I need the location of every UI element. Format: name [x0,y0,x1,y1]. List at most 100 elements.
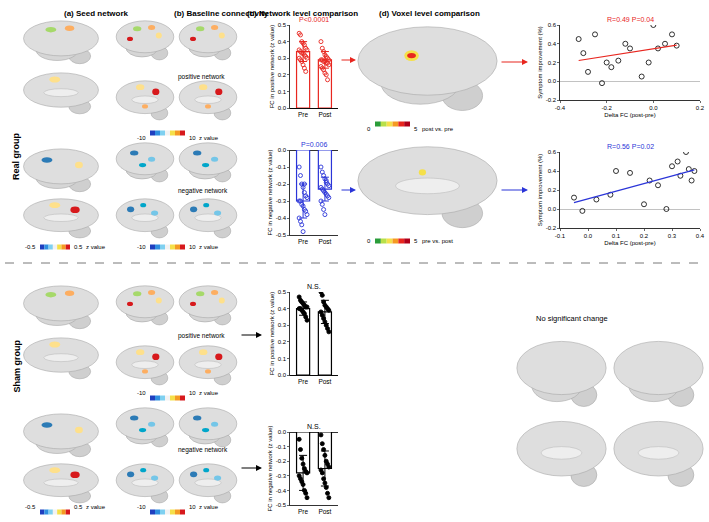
svg-text:(c) Network level comparison: (c) Network level comparison [247,9,358,18]
svg-text:0.5: 0.5 [74,504,83,510]
svg-text:0.0: 0.0 [278,429,287,435]
svg-text:z value: z value [199,390,219,396]
svg-text:0.4: 0.4 [696,233,705,239]
svg-text:-0.3: -0.3 [276,198,287,204]
svg-text:Sham group: Sham group [12,339,22,392]
svg-text:-0.4: -0.4 [276,215,287,221]
svg-text:0.4: 0.4 [548,168,557,174]
svg-text:0.1: 0.1 [278,356,287,362]
svg-text:R=0.56 P=0.02: R=0.56 P=0.02 [607,143,654,150]
svg-text:0.2: 0.2 [548,187,557,193]
svg-text:0.6: 0.6 [548,22,557,28]
svg-text:-0.5: -0.5 [276,232,287,238]
svg-text:0.4: 0.4 [548,41,557,47]
svg-text:-0.2: -0.2 [276,181,287,187]
svg-text:5: 5 [414,126,418,132]
svg-text:z value: z value [199,135,219,141]
svg-text:post vs. pre: post vs. pre [422,126,454,132]
svg-text:-0.1: -0.1 [276,444,287,450]
svg-text:negative network: negative network [178,187,228,195]
svg-text:0.1: 0.1 [278,89,287,95]
svg-text:0.0: 0.0 [584,233,593,239]
svg-text:Post: Post [318,111,331,118]
svg-text:0.1: 0.1 [612,233,621,239]
svg-text:0.6: 0.6 [548,149,557,155]
svg-text:0.0: 0.0 [548,206,557,212]
svg-text:0.3: 0.3 [278,322,287,328]
svg-text:10: 10 [189,135,196,141]
svg-text:z value: z value [199,244,219,250]
svg-text:0.5: 0.5 [278,289,287,295]
svg-text:0.0: 0.0 [278,147,287,153]
svg-text:0.0: 0.0 [548,78,557,84]
svg-text:0.5: 0.5 [278,22,287,28]
svg-text:0.2: 0.2 [548,60,557,66]
svg-text:FC in positive network (z valu: FC in positive network (z value) [269,25,275,109]
svg-text:FC in negative network (z valu: FC in negative network (z value) [267,425,273,511]
svg-text:0.4: 0.4 [278,39,287,45]
svg-text:pre vs. post: pre vs. post [422,238,453,244]
svg-text:-0.5: -0.5 [25,244,36,250]
svg-text:0.0: 0.0 [649,105,658,111]
svg-text:0.0: 0.0 [278,105,287,111]
svg-text:0.4: 0.4 [278,306,287,312]
svg-text:(b) Baseline connectivity: (b) Baseline connectivity [174,9,269,18]
svg-text:R=0.49 P=0.04: R=0.49 P=0.04 [607,16,654,23]
svg-text:Delta FC (post-pre): Delta FC (post-pre) [604,240,655,246]
svg-text:0: 0 [367,126,371,132]
svg-text:10: 10 [189,390,196,396]
svg-text:0.5: 0.5 [74,244,83,250]
svg-text:0.3: 0.3 [278,55,287,61]
svg-text:FC in positive network (z valu: FC in positive network (z value) [269,292,275,376]
svg-text:Post: Post [318,378,331,385]
svg-text:Pre: Pre [298,111,309,118]
svg-text:positive network: positive network [178,332,225,340]
svg-text:(d) Voxel level comparison: (d) Voxel level comparison [379,9,480,18]
svg-text:Pre: Pre [298,378,309,385]
svg-text:Post: Post [318,238,331,245]
svg-text:-0.2: -0.2 [276,458,287,464]
svg-text:No significant change: No significant change [536,314,608,323]
svg-text:Symptom improvement (%): Symptom improvement (%) [537,26,543,99]
svg-text:z value: z value [199,504,219,510]
svg-text:negative network: negative network [178,446,228,454]
svg-text:P=0.006: P=0.006 [301,141,327,148]
svg-text:0.2: 0.2 [640,233,649,239]
svg-text:-0.2: -0.2 [546,97,557,103]
svg-text:-0.1: -0.1 [555,233,566,239]
svg-text:(a) Seed network: (a) Seed network [64,9,129,18]
svg-text:FC in negative network (z valu: FC in negative network (z value) [267,149,273,235]
svg-text:0.2: 0.2 [278,339,287,345]
svg-text:-0.5: -0.5 [276,502,287,508]
svg-text:z value: z value [86,504,106,510]
svg-text:-10: -10 [137,504,146,510]
svg-text:-0.4: -0.4 [555,105,566,111]
svg-text:N.S.: N.S. [307,283,321,290]
svg-text:Pre: Pre [298,238,309,245]
svg-text:Symptom improvement (%): Symptom improvement (%) [537,154,543,227]
svg-text:-0.1: -0.1 [276,164,287,170]
svg-text:10: 10 [189,504,196,510]
svg-text:Delta FC (post-pre): Delta FC (post-pre) [604,112,655,118]
svg-text:0.0: 0.0 [278,372,287,378]
svg-text:0.2: 0.2 [278,72,287,78]
svg-text:Pre: Pre [298,508,309,515]
svg-text:-0.4: -0.4 [276,488,287,494]
svg-text:P<0.0001: P<0.0001 [299,16,329,23]
svg-text:5: 5 [414,238,418,244]
svg-text:0.2: 0.2 [696,105,705,111]
svg-text:Real group: Real group [11,132,21,180]
svg-text:-0.5: -0.5 [25,504,36,510]
svg-text:positive network: positive network [178,73,225,81]
svg-text:Post: Post [318,508,331,515]
svg-text:0: 0 [367,238,371,244]
svg-text:-0.2: -0.2 [601,105,612,111]
svg-text:-0.2: -0.2 [546,225,557,231]
svg-text:10: 10 [189,244,196,250]
svg-text:z value: z value [86,244,106,250]
svg-text:-10: -10 [137,244,146,250]
svg-text:N.S.: N.S. [307,423,321,430]
svg-text:0.3: 0.3 [668,233,677,239]
svg-text:-10: -10 [137,390,146,396]
svg-text:-10: -10 [137,135,146,141]
